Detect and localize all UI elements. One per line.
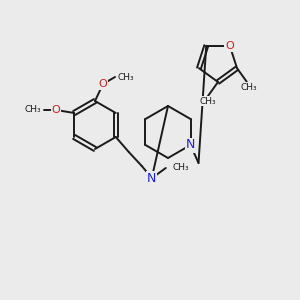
- Text: O: O: [225, 41, 234, 51]
- Text: N: N: [186, 139, 195, 152]
- Text: O: O: [99, 79, 107, 89]
- Text: CH₃: CH₃: [200, 97, 216, 106]
- Text: CH₃: CH₃: [241, 83, 257, 92]
- Text: N: N: [147, 172, 157, 184]
- Text: CH₃: CH₃: [25, 106, 41, 115]
- Text: O: O: [52, 105, 61, 115]
- Text: CH₃: CH₃: [118, 73, 135, 82]
- Text: CH₃: CH₃: [173, 164, 189, 172]
